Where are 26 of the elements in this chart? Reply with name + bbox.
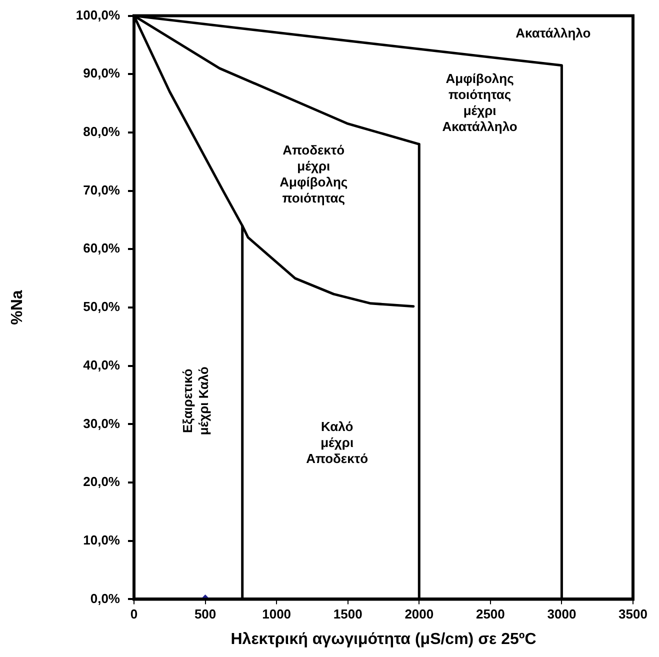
x-tick-label: 3500 <box>618 606 648 622</box>
x-tick-label: 2000 <box>404 606 434 622</box>
y-tick-label: 70,0% <box>83 182 120 198</box>
annotation: Ακατάλληλο <box>516 25 591 40</box>
y-tick-label: 50,0% <box>83 299 120 314</box>
y-axis-title: %Na <box>9 290 26 325</box>
annotation: Αποδεκτό μέχρι Αμφίβολης ποιότητας <box>280 142 348 206</box>
annotation: Αμφίβολης ποιότητας μέχρι Ακατάλληλο <box>442 70 518 134</box>
x-tick-label: 1000 <box>262 606 292 622</box>
x-tick-label: 0 <box>130 606 138 622</box>
y-tick-label: 80,0% <box>83 124 120 140</box>
y-tick-label: 0,0% <box>90 590 120 606</box>
annotation: Καλό μέχρι Αποδεκτό <box>306 419 368 466</box>
y-tick-label: 90,0% <box>83 66 120 81</box>
x-tick-label: 3000 <box>547 606 576 622</box>
y-tick-label: 20,0% <box>83 474 120 490</box>
y-tick-label: 30,0% <box>83 416 120 431</box>
x-tick-label: 1500 <box>333 606 362 622</box>
x-tick-label: 500 <box>194 606 216 622</box>
x-tick-label: 2500 <box>476 606 505 622</box>
x-axis-title: Ηλεκτρική αγωγιμότητα (μS/cm) σε 25ºC <box>230 630 537 648</box>
y-tick-label: 100,0% <box>76 7 120 22</box>
y-tick-label: 40,0% <box>83 357 120 372</box>
y-tick-label: 10,0% <box>83 532 120 548</box>
y-tick-label: 60,0% <box>83 240 120 256</box>
annotation: Εξαιρετικό μέχρι Καλό <box>180 366 211 436</box>
